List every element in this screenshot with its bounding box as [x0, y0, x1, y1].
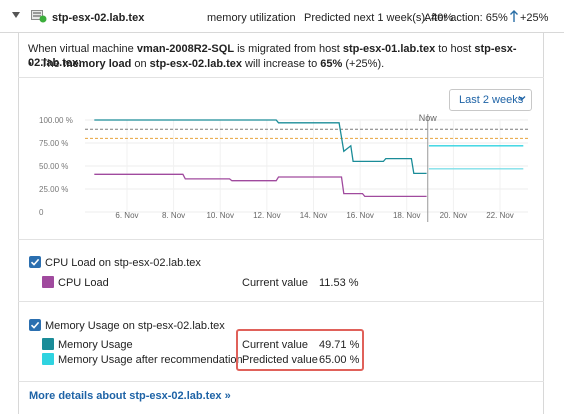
checkmark-icon	[30, 258, 40, 266]
now-label: Now	[419, 113, 438, 123]
chart-grid	[85, 119, 528, 213]
memory-current-value: 49.71 %	[319, 339, 360, 351]
y-tick-label: 75.00 %	[39, 139, 68, 148]
cpu-section-title: CPU Load on stp-esx-02.lab.tex	[45, 257, 201, 269]
host-server-icon	[31, 10, 47, 23]
sentence-text: When virtual machine	[28, 43, 137, 55]
host-name: stp-esx-02.lab.tex	[52, 12, 145, 24]
migration-sentence: When virtual machine vman-2008R2-SQL is …	[28, 42, 548, 70]
chart-thresholds	[85, 128, 528, 139]
memory-usage-checkbox[interactable]	[29, 319, 41, 331]
memory-usage-swatch	[42, 338, 54, 350]
memory-rec-swatch	[42, 353, 54, 365]
checkmark-icon	[30, 321, 40, 329]
source-host: stp-esx-01.lab.tex	[342, 43, 436, 55]
x-tick-label: 20. Nov	[440, 211, 468, 220]
x-tick-label: 18. Nov	[393, 211, 421, 220]
memory-rec-label: Memory Usage after recommendation	[58, 354, 243, 366]
time-range-dropdown[interactable]: Last 2 weeks	[449, 89, 532, 111]
cpu-current-value: 11.53 %	[319, 277, 359, 289]
cpu-load-checkbox[interactable]	[29, 256, 41, 268]
divider	[18, 239, 544, 240]
collapse-caret-icon[interactable]	[12, 12, 20, 18]
utilization-chart: Now 0 25.00 % 50.00 % 75.00 % 100.00 % 6. No…	[39, 113, 528, 222]
after-action-value: After action: 65%	[424, 12, 508, 24]
y-tick-label: 25.00 %	[39, 185, 68, 194]
bullet-text: The	[40, 58, 63, 70]
chart-x-axis: 6. Nov 8. Nov 10. Nov 12. Nov 14. Nov 16. Nov…	[115, 211, 513, 220]
host-header-row[interactable]	[0, 0, 564, 33]
more-details-link[interactable]: More details about stp-esx-02.lab.tex »	[29, 390, 231, 402]
cpu-load-swatch	[42, 276, 54, 288]
bullet-text: on	[131, 58, 150, 70]
change-percent: +25%	[520, 12, 549, 24]
chart-y-axis: 0 25.00 % 50.00 % 75.00 % 100.00 %	[39, 116, 73, 217]
chart-now-marker: Now	[419, 113, 438, 222]
values-highlight-box	[236, 329, 364, 371]
divider	[18, 77, 544, 78]
cpu-current-label: Current value	[242, 277, 309, 289]
sentence-text: :	[78, 57, 82, 69]
bullet-value: 65%	[320, 58, 343, 70]
cpu-load-label: CPU Load	[58, 277, 109, 289]
x-tick-label: 6. Nov	[115, 211, 138, 220]
divider	[18, 381, 544, 382]
target-host: stp-esx-02.lab.tex	[28, 43, 517, 69]
x-tick-label: 10. Nov	[206, 211, 234, 220]
memory-predicted-label: Predicted value	[242, 354, 318, 366]
memory-predicted-value: 65.00 %	[319, 354, 360, 366]
y-tick-label: 100.00 %	[39, 116, 73, 125]
bullet-metric: memory load	[62, 58, 132, 70]
series-line	[94, 173, 427, 198]
bullet-host: stp-esx-02.lab.tex	[149, 58, 242, 70]
vm-name: vman-2008R2-SQL	[136, 43, 235, 55]
y-tick-label: 50.00 %	[39, 162, 68, 171]
memory-current-label: Current value	[242, 339, 309, 351]
memory-section-title: Memory Usage on stp-esx-02.lab.tex	[45, 320, 225, 332]
divider	[18, 301, 544, 302]
bullet-text: (+25%).	[342, 58, 385, 70]
sentence-text: is migrated from host	[234, 43, 343, 55]
chevron-down-icon[interactable]	[518, 95, 526, 101]
y-tick-label: 0	[39, 208, 44, 217]
x-tick-label: 8. Nov	[162, 211, 185, 220]
x-tick-label: 22. Nov	[486, 211, 514, 220]
details-panel	[18, 33, 544, 414]
series-line	[94, 119, 427, 175]
metric-name: memory utilization	[207, 12, 296, 24]
x-tick-label: 14. Nov	[300, 211, 328, 220]
bullet-text: will increase to	[242, 58, 321, 70]
memory-load-bullet: • The memory load on stp-esx-02.lab.tex …	[28, 58, 385, 70]
x-tick-label: 12. Nov	[253, 211, 281, 220]
arrow-up-icon	[510, 10, 518, 22]
chart-series	[94, 119, 524, 198]
memory-usage-label: Memory Usage	[58, 339, 133, 351]
predicted-value: Predicted next 1 week(s): 40%	[304, 12, 454, 24]
sentence-text: to host	[435, 43, 475, 55]
x-tick-label: 16. Nov	[346, 211, 374, 220]
